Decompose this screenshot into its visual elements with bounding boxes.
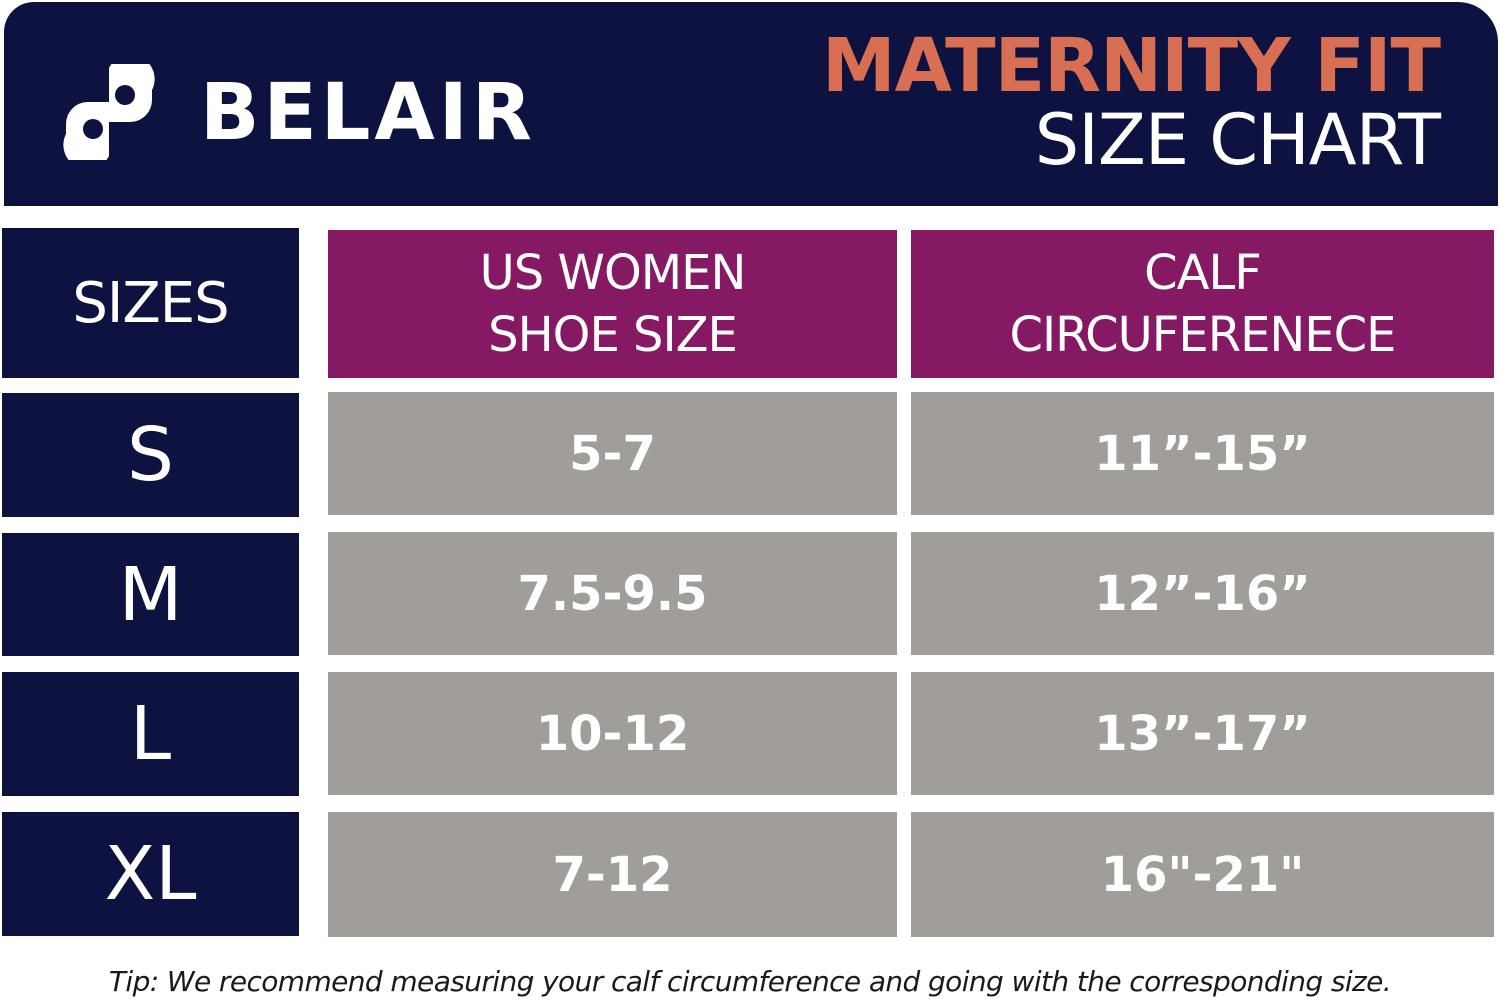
size-cell-l: L [2,672,299,796]
tip-text: Tip: We recommend measuring your calf ci… [108,965,1392,998]
column-header-sizes-label: SIZES [72,270,229,336]
column-header-calf-line1: CALF [1144,245,1262,301]
column-header-shoe-line2: SHOE SIZE [488,307,738,363]
column-header-shoe-size: US WOMEN SHOE SIZE [328,230,897,378]
calf-cell-xl: 16"-21" [911,812,1494,937]
size-cell-xl: XL [2,812,299,936]
header-banner: BELAIR MATERNITY FIT SIZE CHART [4,2,1498,206]
calf-value: 12”-16” [1094,565,1311,622]
calf-value: 16"-21" [1100,846,1305,903]
size-label: M [118,551,183,638]
calf-cell-s: 11”-15” [911,392,1494,515]
title-maternity-fit: MATERNITY FIT [821,23,1441,109]
column-header-calf: CALF CIRCUFERENECE [911,230,1494,378]
shoe-size-cell-xl: 7-12 [328,812,897,937]
size-cell-s: S [2,393,299,517]
shoe-size-cell-m: 7.5-9.5 [328,532,897,655]
size-label: XL [104,831,197,917]
size-label: S [127,412,174,498]
calf-value: 11”-15” [1094,425,1311,482]
title-size-chart: SIZE CHART [1034,99,1441,181]
column-header-sizes: SIZES [2,228,299,378]
belair-logo-icon [63,64,155,160]
shoe-size-value: 7-12 [552,846,673,903]
calf-cell-l: 13”-17” [911,672,1494,795]
column-header-shoe-line1: US WOMEN [479,245,747,301]
size-label: L [129,691,172,777]
shoe-size-value: 10-12 [535,705,690,762]
shoe-size-value: 7.5-9.5 [517,565,708,622]
size-cell-m: M [2,533,299,656]
shoe-size-value: 5-7 [569,425,656,482]
calf-cell-m: 12”-16” [911,532,1494,655]
brand-name: BELAIR [200,68,536,158]
shoe-size-cell-l: 10-12 [328,672,897,795]
calf-value: 13”-17” [1094,705,1311,762]
shoe-size-cell-s: 5-7 [328,392,897,515]
column-header-calf-line2: CIRCUFERENECE [1009,307,1397,363]
